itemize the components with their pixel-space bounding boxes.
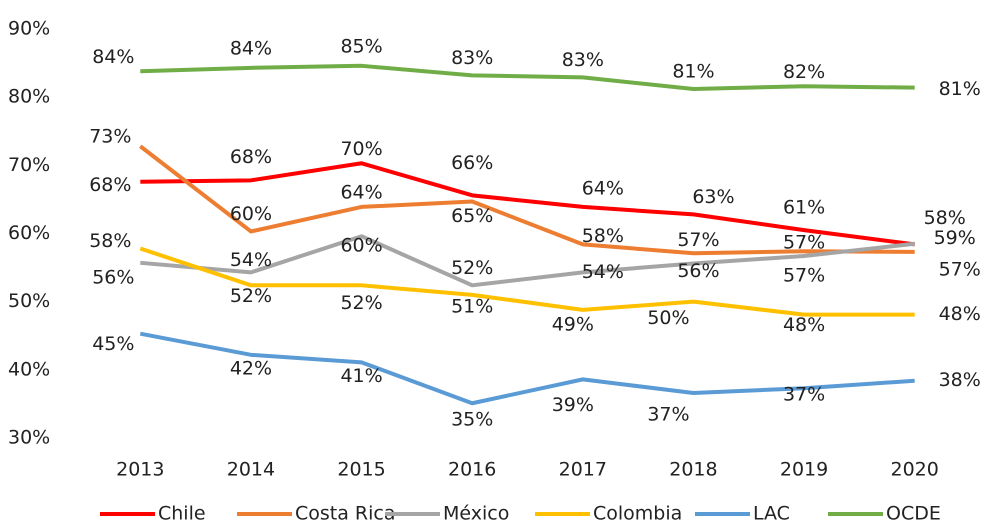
legend-label: Costa Rica	[295, 503, 396, 525]
data-label: 68%	[230, 146, 272, 168]
x-tick-label: 2020	[891, 459, 939, 481]
series-line	[139, 144, 915, 256]
x-tick-label: 2015	[337, 459, 385, 481]
y-tick-label: 70%	[8, 154, 50, 176]
data-label: 83%	[562, 49, 604, 71]
y-tick-label: 60%	[8, 222, 50, 244]
data-label: 70%	[340, 138, 382, 160]
data-label: 37%	[647, 404, 689, 426]
series-line	[140, 63, 915, 91]
y-tick-label: 50%	[8, 290, 50, 312]
legend-label: México	[443, 503, 509, 525]
series-line	[139, 331, 915, 406]
data-label: 38%	[939, 369, 981, 391]
x-tick-label: 2017	[559, 459, 607, 481]
data-label: 56%	[92, 266, 134, 288]
series-line	[140, 234, 915, 288]
data-label: 39%	[552, 394, 594, 416]
data-label: 54%	[230, 249, 272, 271]
data-label: 57%	[677, 229, 719, 251]
data-label: 48%	[783, 314, 825, 336]
data-label: 61%	[783, 197, 825, 219]
x-tick-label: 2016	[448, 459, 496, 481]
data-label: 52%	[230, 285, 272, 307]
data-label: 57%	[939, 258, 981, 280]
data-label: 42%	[230, 357, 272, 379]
data-label: 37%	[783, 384, 825, 406]
data-label: 56%	[677, 260, 719, 282]
x-tick-label: 2014	[227, 459, 275, 481]
legend-label: Chile	[158, 503, 206, 525]
y-tick-label: 30%	[8, 427, 50, 449]
data-label: 60%	[230, 203, 272, 225]
y-tick-label: 40%	[8, 358, 50, 380]
legend-label: LAC	[753, 503, 790, 525]
y-tick-label: 90%	[8, 18, 50, 40]
data-label: 60%	[340, 235, 382, 257]
data-label: 84%	[92, 46, 134, 68]
data-label: 83%	[451, 47, 493, 69]
data-label: 65%	[451, 205, 493, 227]
series-line	[139, 246, 915, 317]
data-label: 59%	[934, 227, 976, 249]
data-label: 35%	[451, 409, 493, 431]
data-label: 85%	[340, 35, 382, 57]
data-label: 52%	[340, 292, 382, 314]
data-label: 58%	[89, 230, 131, 252]
data-label: 81%	[939, 78, 981, 100]
data-label: 50%	[647, 307, 689, 329]
data-label: 64%	[340, 181, 382, 203]
data-label: 57%	[783, 232, 825, 254]
data-label: 57%	[783, 264, 825, 286]
data-label: 41%	[340, 365, 382, 387]
legend-label: Colombia	[593, 503, 682, 525]
series-line	[140, 161, 915, 247]
data-label: 73%	[89, 126, 131, 148]
data-label: 54%	[582, 261, 624, 283]
x-tick-label: 2013	[116, 459, 164, 481]
data-label: 84%	[230, 37, 272, 59]
data-label: 49%	[552, 313, 594, 335]
data-label: 48%	[939, 303, 981, 325]
x-tick-label: 2018	[669, 459, 717, 481]
data-label: 64%	[582, 177, 624, 199]
y-tick-label: 80%	[8, 86, 50, 108]
data-label: 81%	[672, 60, 714, 82]
x-tick-label: 2019	[780, 459, 828, 481]
data-label: 52%	[451, 257, 493, 279]
data-label: 45%	[92, 333, 134, 355]
data-label: 63%	[692, 186, 734, 208]
data-label: 82%	[783, 61, 825, 83]
data-label: 51%	[451, 295, 493, 317]
data-label: 68%	[89, 174, 131, 196]
data-label: 58%	[924, 207, 966, 229]
data-label: 66%	[451, 152, 493, 174]
legend-label: OCDE	[886, 503, 941, 525]
data-label: 58%	[582, 225, 624, 247]
